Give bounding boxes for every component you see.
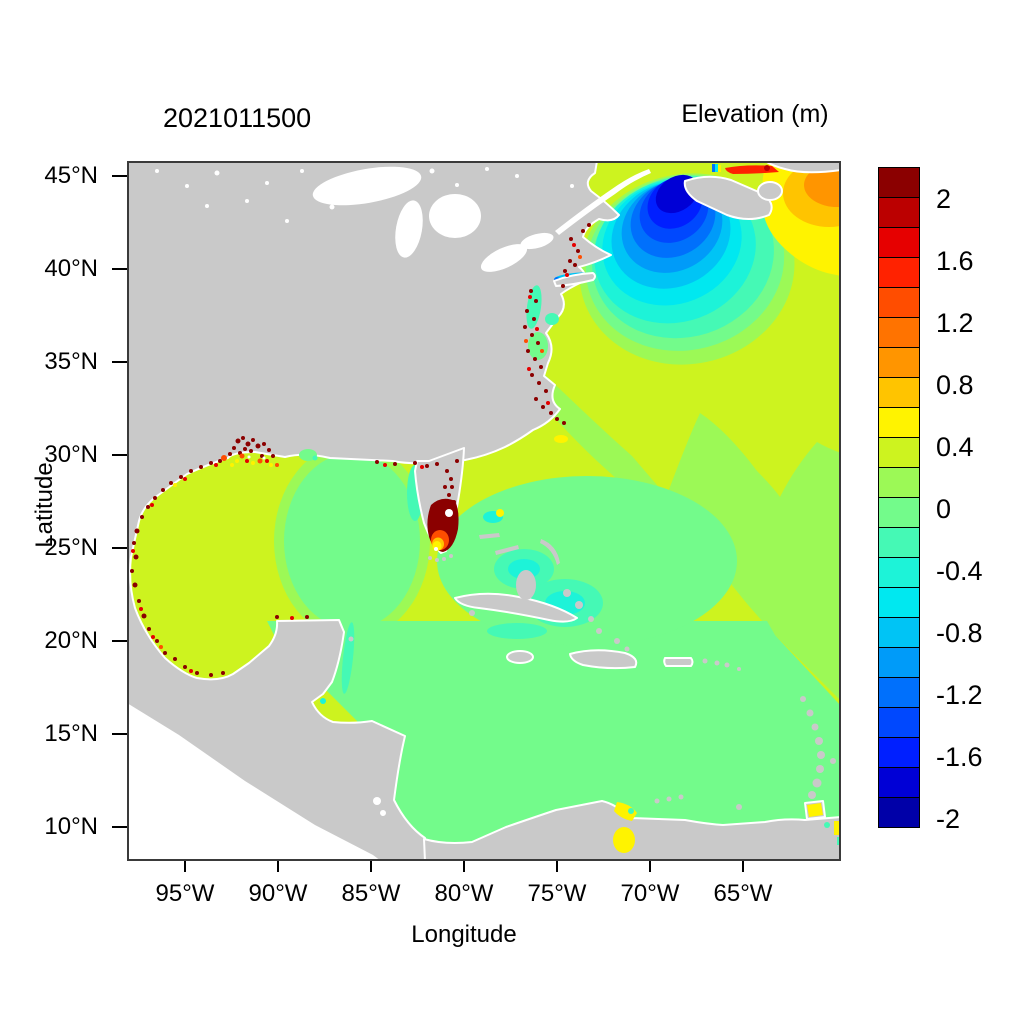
long-island [553,272,596,287]
colorbar-tick-label: -1.6 [936,742,983,772]
colorbar-cell [878,197,920,228]
colorbar-cell [878,557,920,588]
map-plot-area [126,159,875,862]
y-tick-mark [112,640,127,642]
colorbar-cell [878,707,920,738]
bahamas-islands [479,533,630,652]
jamaica [506,650,534,664]
colorbar-cell [878,467,920,498]
x-tick-label: 75°W [527,880,587,907]
colorbar-tick-label: 1.2 [936,308,974,338]
colorbar-cell [878,587,920,618]
y-tick-label: 35°N [44,348,98,375]
colorbar-cell [878,797,920,828]
caribbean-region [267,621,841,861]
x-tick-label: 80°W [434,880,494,907]
isla-juventud [469,610,475,616]
cozumel [348,636,354,642]
x-tick-label: 70°W [620,880,680,907]
puerto-rico [663,657,694,667]
cuba [454,592,578,623]
colorbar-cell [878,347,920,378]
y-tick-mark [112,361,127,363]
timestamp-title: 2021011500 [163,103,312,133]
colorbar-cell [878,377,920,408]
x-tick-label: 90°W [248,880,308,907]
colorbar-tick-label: 1.6 [936,246,974,276]
colorbar-tick-label: -0.4 [936,556,983,586]
pacific-no-data [127,703,381,861]
cape-breton [757,181,783,201]
nova-scotia-red-streak [712,164,779,174]
x-tick-mark [184,861,186,872]
colorbar-cell [878,767,920,798]
newfoundland-strip [764,160,842,174]
atlantic-coast-speckles [443,223,591,504]
y-tick-label: 45°N [44,162,98,189]
y-tick-mark [112,175,127,177]
y-tick-mark [112,826,127,828]
x-axis-title: Longitude [411,921,517,948]
y-tick-mark [112,733,127,735]
y-tick-label: 15°N [44,720,98,747]
south-florida-high-blob [427,498,459,552]
x-tick-label: 95°W [155,880,215,907]
colorbar [878,167,920,828]
abc-islands [654,794,742,810]
y-tick-mark [112,547,127,549]
x-tick-mark [463,861,465,872]
colorbar-tick-label: 2 [936,184,952,214]
gulf-coast-speckles [140,436,439,519]
north-america-land [126,160,620,862]
y-tick-label: 40°N [44,255,98,282]
colorbar-cell [878,617,920,648]
y-tick-label: 10°N [44,813,98,840]
y-axis-title: Latitude [31,462,58,548]
lesser-antilles [702,658,836,799]
colorbar-cell [878,527,920,558]
colorbar-cell [878,497,920,528]
x-tick-mark [742,861,744,872]
nova-scotia [683,175,773,220]
colorbar-cell [878,437,920,468]
colorbar-cell [878,677,920,708]
x-tick-label: 85°W [341,880,401,907]
colorbar-tick-label: -2 [936,804,961,834]
y-tick-label: 20°N [44,627,98,654]
colorbar-cell [878,287,920,318]
mobile-bay-dot [312,455,318,461]
colorbar-cell [878,317,920,348]
venezuela-coastal-patches [613,802,841,853]
hispaniola [569,649,638,670]
colorbar-cell [878,647,920,678]
colorbar-tick-label: 0.4 [936,432,974,462]
mexico-coast-speckles [130,528,309,677]
florida-keys [428,554,453,562]
colorbar-cell [878,167,920,198]
great-lakes [312,166,651,272]
colorbar-tick-label: -0.8 [936,618,983,648]
colorbar-cell [878,737,920,768]
x-tick-mark [649,861,651,872]
y-tick-mark [112,268,127,270]
x-tick-mark [370,861,372,872]
y-tick-mark [112,454,127,456]
colorbar-tick-label: 0.8 [936,370,974,400]
plot-border [127,161,841,861]
colorbar-cell [878,407,920,438]
colorbar-title: Elevation (m) [681,100,829,128]
east-gulf-patch [284,453,420,629]
colorbar-tick-label: 0 [936,494,952,524]
x-tick-mark [277,861,279,872]
x-tick-mark [556,861,558,872]
elevation-map [126,159,875,862]
x-tick-label: 65°W [713,880,773,907]
small-inland-lakes [155,167,574,816]
colorbar-cell [878,257,920,288]
belize-fringe [320,698,326,704]
colorbar-cell [878,227,920,258]
colorbar-tick-label: -1.2 [936,680,983,710]
southeast-atlantic-region [667,413,841,701]
